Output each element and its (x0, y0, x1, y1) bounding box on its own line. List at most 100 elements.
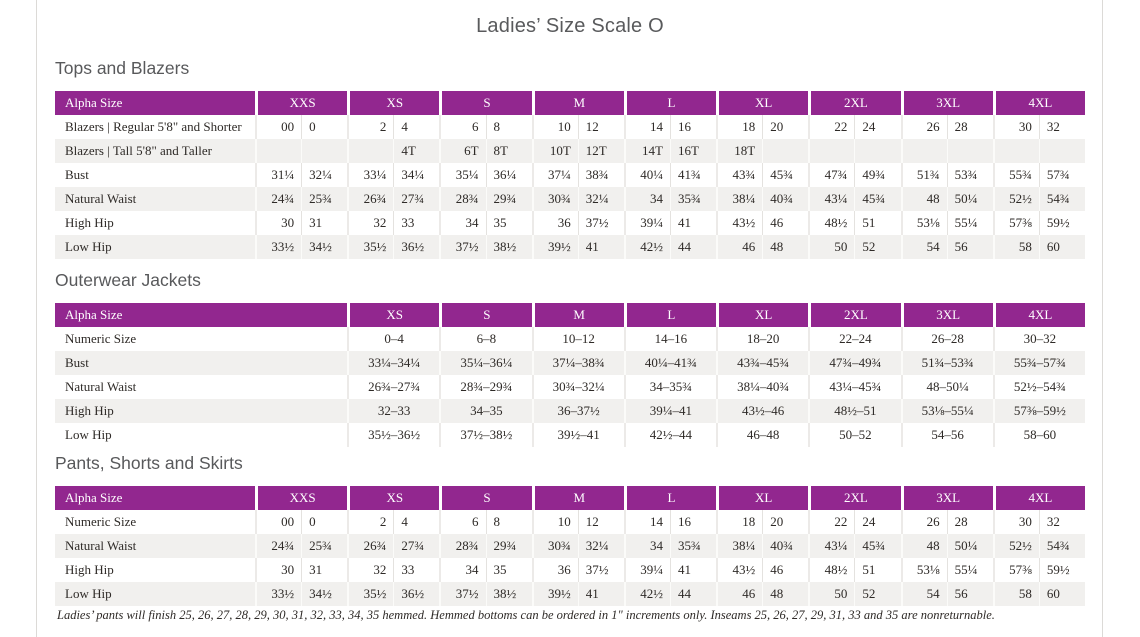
size-value-cell: 59½ (1038, 211, 1085, 235)
size-column-header-2xl: 2XL (808, 91, 901, 115)
size-value-cell: 58–60 (992, 423, 1085, 447)
size-value-cell: 39¼–41 (623, 399, 716, 423)
row-label: Low Hip (55, 582, 255, 606)
size-value-cell: 26–28 (900, 327, 993, 351)
size-value-cell: 16T (669, 139, 717, 163)
size-value-cell: 36 (531, 558, 578, 582)
size-value-cell: 6 (439, 115, 485, 139)
size-value-cell: 25¾ (301, 187, 348, 211)
size-value-cell (946, 139, 993, 163)
size-value-cell: 43¾ (716, 163, 762, 187)
size-column-header-m: M (531, 303, 624, 327)
size-value-cell: 8T (485, 139, 532, 163)
size-value-cell: 45¾ (854, 187, 901, 211)
size-value-cell: 33½ (255, 582, 302, 606)
size-value-cell: 26¾–27¾ (347, 375, 439, 399)
size-value-cell: 12 (577, 115, 624, 139)
size-value-cell: 51¾–53¾ (900, 351, 993, 375)
size-value-cell: 41 (577, 235, 624, 259)
size-value-cell: 56 (946, 235, 993, 259)
size-value-cell: 16 (669, 510, 716, 534)
page-title: Ladies’ Size Scale O (476, 15, 664, 37)
size-value-cell: 34½ (301, 582, 348, 606)
size-value-cell: 50 (808, 235, 855, 259)
size-value-cell: 49¾ (854, 163, 900, 187)
size-value-cell: 43¾–45¾ (716, 351, 809, 375)
size-value-cell: 38½ (485, 582, 532, 606)
size-column-header-xs: XS (347, 486, 440, 510)
size-value-cell: 30 (992, 510, 1039, 534)
size-value-cell: 20 (762, 115, 808, 139)
size-value-cell: 37½ (439, 235, 486, 259)
size-column-header-3xl: 3XL (900, 91, 993, 115)
size-value-cell: 33 (393, 558, 439, 582)
table-row: Low Hip 35½–36½ 37½–38½ 39½–41 42½–44 46–48 50… (55, 423, 1085, 447)
table-row: High Hip 30 31 32 33 34 35 36 37½ 39¼ 41 43½ 46 48½ 51… (55, 558, 1085, 582)
size-column-header-2xl: 2XL (808, 303, 901, 327)
table-row: Bust 31¼ 32¼ 33¼ 34¼ 35¼ 36¼ 37¼ 38¾ 40¼ 41¾ 43¾ 45¾… (55, 163, 1085, 187)
size-value-cell: 32¼ (577, 534, 624, 558)
size-value-cell: 30 (255, 558, 301, 582)
size-column-header-xl: XL (716, 303, 809, 327)
alpha-size-header: Alpha Size (55, 303, 347, 327)
size-value-cell: 34½ (301, 235, 348, 259)
size-value-cell: 33½ (255, 235, 302, 259)
size-value-cell: 22 (808, 510, 854, 534)
size-value-cell: 53⅛ (900, 558, 947, 582)
size-value-cell: 55¼ (946, 211, 993, 235)
section-heading-pants-shorts-and-skirts: Pants, Shorts and Skirts (55, 453, 243, 473)
size-column-header-s: S (439, 303, 532, 327)
size-column-header-l: L (623, 303, 716, 327)
size-value-cell: 18–20 (716, 327, 808, 351)
size-column-header-xs: XS (347, 303, 440, 327)
size-value-cell: 10 (531, 510, 578, 534)
size-value-cell: 48 (900, 187, 947, 211)
size-value-cell: 41 (669, 558, 716, 582)
size-value-cell: 2 (347, 510, 393, 534)
size-value-cell (992, 139, 1039, 163)
row-label: High Hip (65, 562, 114, 577)
size-value-cell: 47¾ (808, 163, 854, 187)
size-column-header-m: M (531, 91, 624, 115)
size-value-cell: 43¼–45¾ (808, 375, 900, 399)
size-value-cell: 44 (669, 235, 717, 259)
size-value-cell: 52½ (992, 187, 1039, 211)
size-value-cell: 56 (946, 582, 993, 606)
table-row: Natural Waist 24¾ 25¾ 26¾ 27¾ 28¾ 29¾ 30¾ 32¼ 34 3… (55, 187, 1085, 211)
size-value-cell: 6–8 (439, 327, 531, 351)
size-value-cell: 31¼ (255, 163, 301, 187)
size-value-cell: 60 (1038, 235, 1085, 259)
size-value-cell: 6T (439, 139, 486, 163)
size-value-cell: 37½ (577, 558, 624, 582)
size-value-cell: 47¾–49¾ (808, 351, 901, 375)
size-value-cell: 48 (762, 582, 809, 606)
size-column-header-4xl: 4XL (992, 303, 1085, 327)
size-value-cell: 54 (900, 582, 947, 606)
size-column-header-4xl: 4XL (992, 91, 1085, 115)
size-value-cell: 53⅛–55¼ (900, 399, 993, 423)
row-label: Bust (55, 351, 347, 375)
size-value-cell: 32 (347, 211, 393, 235)
table-header-row: Alpha Size XXS XS S M L XL 2XL 3XL 4XL (55, 486, 1085, 510)
size-value-cell: 4 (393, 510, 439, 534)
size-value-cell: 39½–41 (531, 423, 624, 447)
size-value-cell: 42½ (623, 235, 670, 259)
size-value-cell: 54¾ (1038, 534, 1085, 558)
size-value-cell: 50¼ (946, 187, 993, 211)
size-value-cell: 20 (762, 510, 808, 534)
size-value-cell: 33¼ (347, 163, 393, 187)
size-column-header-l: L (623, 486, 717, 510)
size-value-cell: 6 (439, 510, 485, 534)
size-value-cell: 00 (255, 115, 301, 139)
section-pants-shorts-and-skirts: Pants, Shorts and Skirts Alpha Size XXS XS… (55, 452, 1085, 606)
size-value-cell: 43¼ (808, 534, 855, 558)
size-value-cell: 38¾ (577, 163, 624, 187)
size-column-header-xxs: XXS (255, 91, 348, 115)
row-label: Blazers | Regular 5'8" and Shorter (65, 119, 242, 134)
size-value-cell: 30–32 (992, 327, 1085, 351)
size-column-header-xs: XS (347, 91, 440, 115)
size-value-cell: 40¼ (623, 163, 670, 187)
size-value-cell: 30¾–32¼ (531, 375, 624, 399)
table-row: Natural Waist 26¾–27¾ 28¾–29¾ 30¾–32¼ 34–35¾… (55, 375, 1085, 399)
size-value-cell: 32 (347, 558, 393, 582)
